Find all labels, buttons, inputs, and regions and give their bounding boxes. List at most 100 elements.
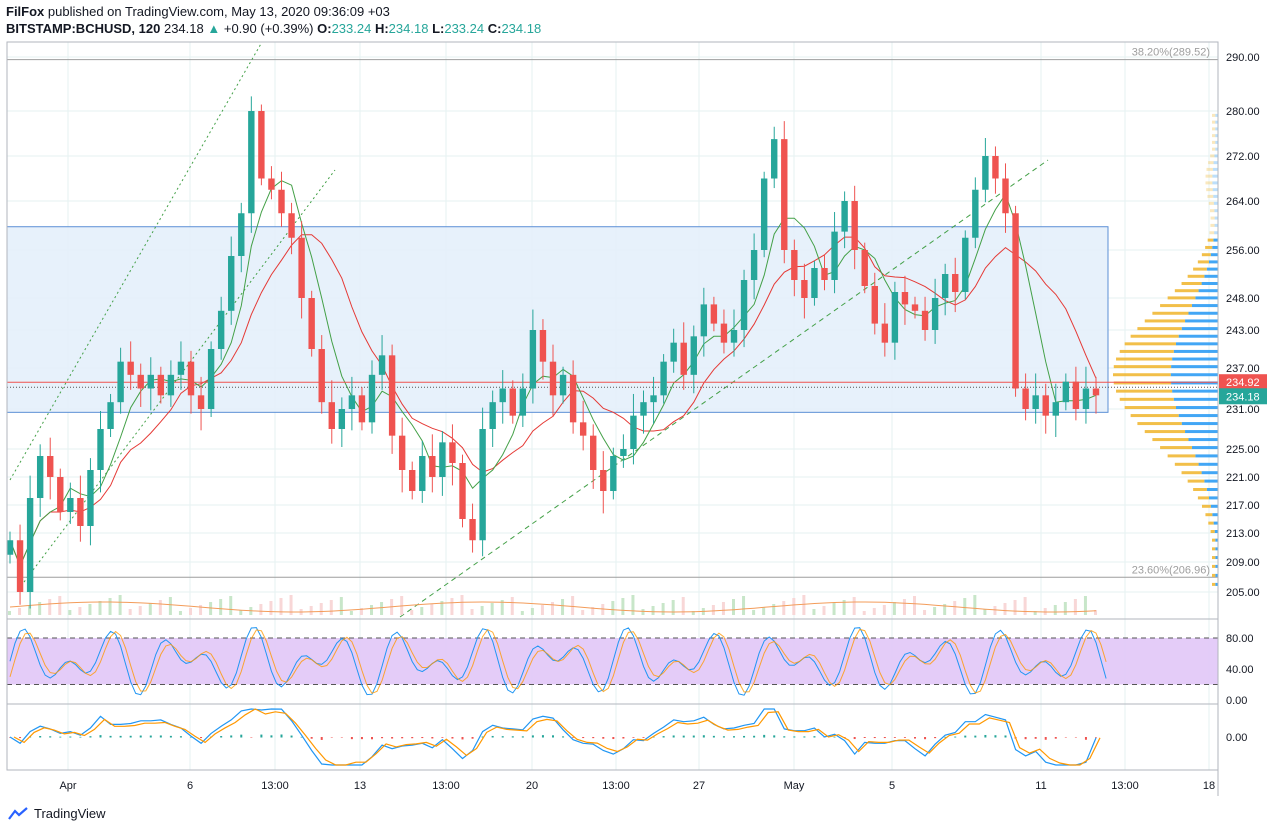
volume-bar (319, 603, 323, 615)
high-label: H: (374, 21, 389, 36)
candle-body (77, 498, 84, 526)
vp-up-bar (1185, 430, 1218, 434)
stochastic-pane (7, 627, 1218, 696)
chart-area[interactable]: 38.20%(289.52) 23.60%(206.96) 290.00 280.0… (0, 0, 1280, 800)
volume-bar (611, 601, 615, 615)
macd-hist-bar (974, 735, 977, 738)
price-tick-label: 225.00 (1226, 444, 1260, 456)
candle-body (801, 280, 808, 298)
vp-up-bar (1215, 547, 1218, 551)
candle-body (931, 298, 939, 330)
macd-hist-bar (270, 735, 273, 738)
vp-up-bar (1178, 334, 1218, 338)
candle-body (972, 189, 979, 238)
vp-up-bar (1204, 479, 1218, 483)
macd-hist-bar (1054, 737, 1057, 739)
volume-bar (68, 610, 72, 615)
candle-body (781, 139, 788, 250)
vp-up-bar (1212, 181, 1218, 185)
macd-hist-bar (1004, 735, 1007, 738)
macd-hist-bar (763, 734, 766, 738)
candle-body (519, 388, 527, 416)
candle-body (539, 330, 547, 362)
candle-body (449, 442, 456, 463)
candle-body (871, 286, 878, 324)
candle-body (921, 310, 929, 330)
candle-body (298, 237, 305, 298)
volume-bar (520, 611, 524, 615)
macd-hist-bar (632, 737, 635, 738)
volume-bar (832, 603, 836, 615)
symbol-label[interactable]: BITSTAMP:BCHUSD, 120 (6, 21, 161, 36)
macd-hist-bar (220, 736, 223, 738)
vp-down-bar (1207, 194, 1214, 198)
volume-bar (1023, 597, 1027, 615)
vp-up-bar (1170, 373, 1218, 377)
price-tag-red (1219, 374, 1267, 391)
volume-bar (8, 611, 11, 615)
last-price: 234.18 (163, 21, 204, 36)
volume-bar (852, 597, 856, 615)
vp-up-bar (1214, 209, 1218, 213)
volume-bar (510, 597, 514, 615)
macd-hist-bar (491, 735, 494, 738)
candle-body (36, 456, 44, 498)
macd-hist-bar (793, 736, 796, 738)
volume-bar (370, 605, 373, 615)
vp-down-bar (1124, 406, 1176, 410)
low-value: 233.24 (444, 21, 485, 36)
volume-bar (48, 599, 52, 615)
candle-body (157, 374, 165, 396)
vp-up-bar (1215, 564, 1218, 568)
macd-hist-bar (230, 735, 233, 738)
vp-down-bar (1160, 304, 1192, 308)
trend-line (399, 159, 1049, 618)
vp-up-bar (1181, 422, 1218, 426)
vp-up-bar (1215, 140, 1218, 144)
candle-body (328, 402, 335, 429)
vp-down-bar (1116, 389, 1173, 393)
candle-body (67, 498, 74, 512)
macd-hist-bar (582, 737, 585, 739)
macd-hist-bar (119, 735, 122, 738)
candle-body (831, 231, 838, 280)
volume-bar (913, 596, 916, 615)
candle-body (941, 274, 949, 298)
tradingview-footer[interactable]: TradingView (8, 806, 106, 821)
candle-body (610, 456, 617, 491)
macd-hist-bar (1024, 737, 1027, 740)
candle-body (238, 213, 245, 256)
macd-hist-bar (511, 736, 514, 738)
macd-hist-bar (330, 737, 333, 738)
volume-bar (470, 609, 474, 615)
macd-hist-bar (79, 736, 82, 738)
vp-up-bar (1172, 357, 1218, 361)
macd-hist-bar (903, 737, 906, 738)
volume-bar (118, 595, 122, 615)
vp-up-bar (1215, 147, 1218, 151)
macd-signal-line (13, 708, 1101, 766)
vp-up-bar (1195, 296, 1218, 300)
price-tick-label: 290.00 (1226, 52, 1260, 64)
macd-hist-bar (753, 735, 756, 738)
macd-hist-bar (662, 736, 665, 738)
macd-hist-bar (964, 735, 967, 738)
stoch-tick-label: 40.00 (1226, 664, 1254, 676)
macd-hist-bar (521, 736, 524, 738)
vp-down-bar (1119, 349, 1174, 353)
volume-bar (440, 601, 444, 615)
volume-bar (540, 605, 544, 615)
publisher-name[interactable]: FilFox (6, 4, 45, 19)
high-value: 234.18 (388, 21, 429, 36)
macd-hist-bar (1074, 737, 1077, 738)
volume-bar (732, 599, 735, 615)
macd-hist-bar (733, 736, 735, 738)
published-text: published on TradingView.com, May 13, 20… (47, 4, 390, 19)
volume-bar (289, 595, 293, 615)
macd-hist-bar (853, 737, 856, 740)
candle-body (358, 395, 366, 423)
vp-down-bar (1130, 334, 1179, 338)
macd-hist-bar (572, 737, 575, 738)
macd-hist-bar (672, 735, 675, 738)
macd-hist-bar (592, 737, 595, 739)
